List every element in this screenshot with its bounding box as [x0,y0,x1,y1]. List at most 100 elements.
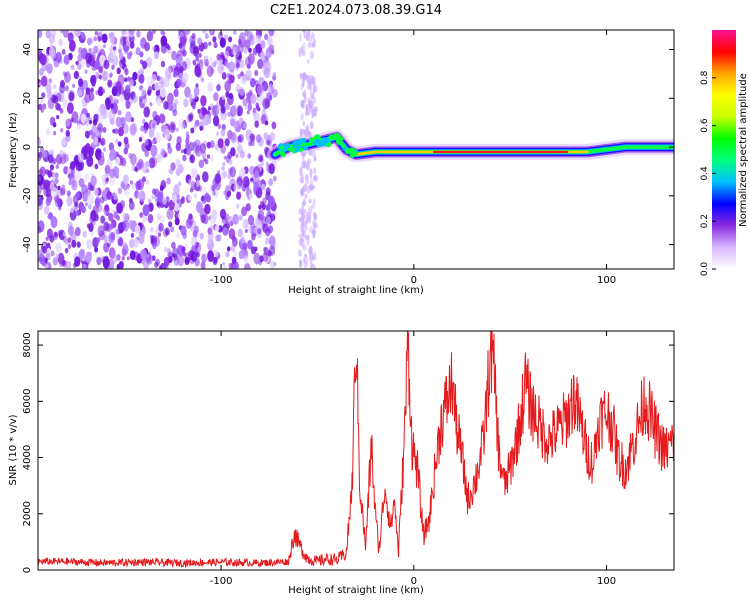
noise-blob [39,178,47,190]
noise-blob [300,130,306,137]
noise-blob [204,203,211,215]
noise-blob [116,234,120,240]
colorbar-tick-label: 0.0 [700,262,710,277]
noise-blob [46,63,53,74]
noise-blob [306,238,310,246]
noise-blob [150,144,158,157]
noise-blob [140,87,147,97]
noise-blob [227,215,234,226]
noise-blob [207,230,214,242]
noise-blob [307,58,310,64]
noise-blob [185,30,190,35]
noise-blob [80,31,86,40]
noise-blob [301,211,306,220]
noise-blob [108,95,113,103]
noise-blob [307,30,311,38]
noise-blob [250,94,257,105]
noise-blob [248,53,255,65]
noise-blob [53,84,57,90]
noise-blob [74,201,79,207]
noise-blob [52,257,58,266]
figure-title: C2E1.2024.073.08.39.G14 [270,3,442,18]
noise-blob [91,47,95,53]
noise-blob [165,43,169,49]
noise-blob [124,77,128,82]
noise-blob [92,205,99,216]
noise-blob [78,249,85,260]
noise-blob [266,36,273,46]
signal-blob [353,151,358,156]
noise-blob [207,56,214,66]
noise-blob [145,56,153,68]
x-tick-label: 100 [597,275,616,286]
noise-blob [180,225,187,236]
noise-blob [152,110,158,120]
noise-blob [72,83,76,88]
noise-blob [128,220,134,229]
noise-blob [247,103,253,111]
noise-blob [267,195,275,208]
noise-blob [97,225,105,237]
noise-blob [182,119,187,125]
noise-blob [253,170,261,182]
noise-blob [210,225,214,230]
noise-blob [248,34,255,45]
signal-blob [292,140,299,147]
noise-blob [313,174,318,182]
noise-blob [61,137,67,147]
noise-blob [227,74,234,85]
noise-blob [114,128,119,135]
noise-blob [172,247,179,258]
noise-blob [246,62,251,70]
noise-blob [158,222,164,232]
noise-blob [99,196,105,204]
noise-blob [56,115,60,120]
noise-blob [140,125,145,132]
noise-blob [213,248,219,257]
noise-blob [63,166,69,175]
noise-blob [117,187,122,194]
noise-blob [213,92,219,102]
noise-blob [40,108,44,113]
noise-blob [129,250,136,261]
noise-blob [151,30,156,35]
noise-blob [301,48,306,57]
noise-blob [106,158,113,169]
noise-blob [242,74,247,82]
noise-blob [206,141,212,149]
noise-blob [96,237,101,243]
noise-blob [173,70,179,79]
noise-blob [147,198,152,204]
noise-blob [159,215,165,224]
noise-blob [84,202,88,207]
noise-blob [67,237,72,244]
noise-blob [253,181,259,192]
noise-blob [58,38,63,47]
noise-blob [230,147,236,157]
noise-blob [138,95,143,102]
noise-blob [244,229,248,233]
noise-blob [202,157,207,162]
noise-blob [125,111,132,123]
noise-blob [304,256,309,265]
signal-blob [314,138,322,145]
noise-blob [50,250,55,257]
noise-blob [154,132,162,143]
noise-blob [62,98,69,109]
noise-blob [160,30,164,35]
noise-blob [117,141,122,147]
noise-blob [52,95,59,104]
noise-blob [88,47,92,53]
noise-blob [97,153,105,166]
noise-blob [311,256,315,261]
noise-blob [243,263,251,269]
noise-blob [44,257,49,263]
noise-blob [104,204,110,212]
noise-blob [100,140,104,146]
noise-blob [260,40,266,49]
noise-blob [272,88,278,98]
noise-blob [82,264,88,269]
noise-blob [264,237,270,245]
noise-blob [167,146,173,155]
noise-blob [186,147,192,156]
